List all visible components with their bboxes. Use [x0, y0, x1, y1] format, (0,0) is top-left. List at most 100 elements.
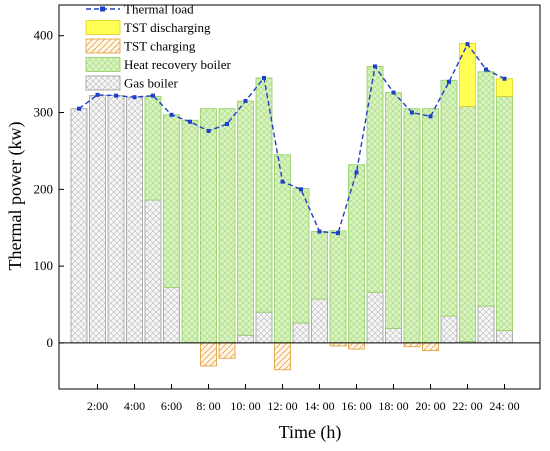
y-tick-label: 400 — [34, 28, 54, 43]
thermal-load-point — [206, 128, 211, 133]
x-tick-label: 14: 00 — [304, 399, 334, 413]
x-tick-label: 8: 00 — [196, 399, 220, 413]
legend-swatch — [85, 57, 121, 72]
bar-heat-recovery-boiler — [477, 71, 495, 307]
bars-layer — [70, 43, 513, 371]
thermal-load-point — [299, 187, 303, 192]
bar-gas-boiler — [477, 305, 495, 344]
bar-heat-recovery-boiler — [200, 108, 217, 344]
legend-label: Gas boiler — [124, 76, 178, 91]
x-tick-label: 4:00 — [124, 399, 145, 413]
bar-gas-boiler — [496, 330, 513, 344]
legend-label: TST discharging — [124, 20, 211, 35]
bar-heat-recovery-boiler — [440, 79, 458, 317]
legend-label: Heat recovery boiler — [124, 57, 232, 72]
bar-gas-boiler — [70, 108, 88, 344]
bar-heat-recovery-boiler — [144, 95, 162, 201]
thermal-load-point — [280, 179, 285, 184]
thermal-load-point — [336, 231, 340, 236]
x-axis-label: Time (h) — [279, 422, 342, 443]
thermal-load-point — [169, 112, 174, 117]
x-tick-label: 16: 00 — [341, 399, 371, 413]
bar-gas-boiler — [440, 315, 458, 344]
bar-tst-charging — [200, 342, 217, 367]
bar-gas-boiler — [163, 287, 180, 344]
bar-heat-recovery-boiler — [292, 188, 310, 324]
x-tick-label: 24: 00 — [489, 399, 519, 413]
bar-heat-recovery-boiler — [329, 230, 347, 344]
bar-gas-boiler — [144, 199, 162, 344]
thermal-load-point — [77, 106, 81, 111]
thermal-load-point — [151, 93, 155, 98]
thermal-load-point — [243, 99, 248, 103]
bar-tst-charging — [274, 342, 291, 371]
bar-gas-boiler — [126, 96, 143, 344]
bar-heat-recovery-boiler — [385, 92, 402, 329]
legend-swatch — [85, 20, 121, 35]
x-tick-label: 18: 00 — [378, 399, 408, 413]
legend-swatch — [85, 38, 121, 54]
x-tick-label: 12: 00 — [267, 399, 297, 413]
thermal-load-point — [317, 229, 322, 234]
thermal-load-point — [373, 64, 377, 69]
thermal-load-point — [132, 95, 137, 100]
legend: Thermal load TST discharging TST charging H… — [85, 2, 232, 91]
thermal-load-point — [354, 170, 359, 175]
x-axis-ticks: 2:00 4:00 6:00 8: 00 10: 00 12: 00 14: 00 16: 0… — [87, 384, 520, 413]
y-tick-label: 200 — [34, 181, 54, 196]
bar-gas-boiler — [292, 322, 310, 344]
plot-frame — [58, 4, 541, 390]
thermal-load-point — [428, 114, 433, 119]
bar-heat-recovery-boiler — [163, 114, 180, 289]
bar-tst-charging — [348, 342, 365, 350]
thermal-load-point — [188, 119, 192, 124]
bar-heat-recovery-boiler — [237, 100, 254, 336]
y-tick-label: 0 — [47, 335, 54, 350]
thermal-load-point — [95, 92, 100, 97]
thermal-load-point — [225, 122, 229, 127]
bar-gas-boiler — [107, 95, 125, 344]
bar-heat-recovery-boiler — [496, 95, 513, 332]
y-tick-label: 300 — [34, 105, 54, 120]
bar-tst-discharging — [496, 78, 513, 97]
bar-gas-boiler — [89, 95, 106, 344]
bar-heat-recovery-boiler — [459, 105, 476, 342]
bar-gas-boiler — [385, 327, 402, 344]
legend-swatch — [85, 75, 121, 91]
thermal-load-point — [262, 75, 266, 80]
x-tick-label: 20: 00 — [415, 399, 445, 413]
line-layer — [77, 42, 507, 236]
thermal-load-point — [114, 93, 118, 98]
thermal-load-point — [465, 42, 470, 47]
legend-point-swatch — [100, 6, 105, 12]
bar-heat-recovery-boiler — [422, 108, 439, 344]
bar-heat-recovery-boiler — [403, 108, 421, 344]
y-axis-label: Thermal power (kw) — [5, 122, 26, 271]
thermal-load-point — [502, 76, 507, 81]
bar-tst-charging — [403, 342, 421, 348]
bar-heat-recovery-boiler — [181, 119, 199, 344]
bar-heat-recovery-boiler — [366, 66, 384, 293]
thermal-load-point — [410, 110, 414, 115]
x-tick-label: 6:00 — [161, 399, 182, 413]
thermal-load-point — [447, 79, 451, 84]
bar-heat-recovery-boiler — [218, 108, 236, 344]
x-tick-label: 10: 00 — [230, 399, 260, 413]
x-tick-label: 22: 00 — [452, 399, 482, 413]
y-axis-ticks: 0 100 200 300 400 — [34, 28, 64, 350]
legend-label: Thermal load — [124, 2, 194, 17]
plot-area: 0 100 200 300 400 2:00 4:00 6:00 8: 00 10: 00 12:… — [34, 4, 541, 413]
bar-tst-charging — [218, 342, 236, 359]
x-tick-label: 2:00 — [87, 399, 108, 413]
legend-label: TST charging — [124, 39, 196, 54]
thermal-load-point — [484, 67, 488, 72]
y-tick-label: 100 — [34, 258, 54, 273]
bar-tst-charging — [422, 342, 439, 352]
bar-gas-boiler — [255, 311, 273, 344]
thermal-load-point — [391, 90, 396, 95]
thermal-load-line — [78, 42, 505, 234]
bar-gas-boiler — [237, 334, 254, 344]
bar-gas-boiler — [366, 291, 384, 344]
